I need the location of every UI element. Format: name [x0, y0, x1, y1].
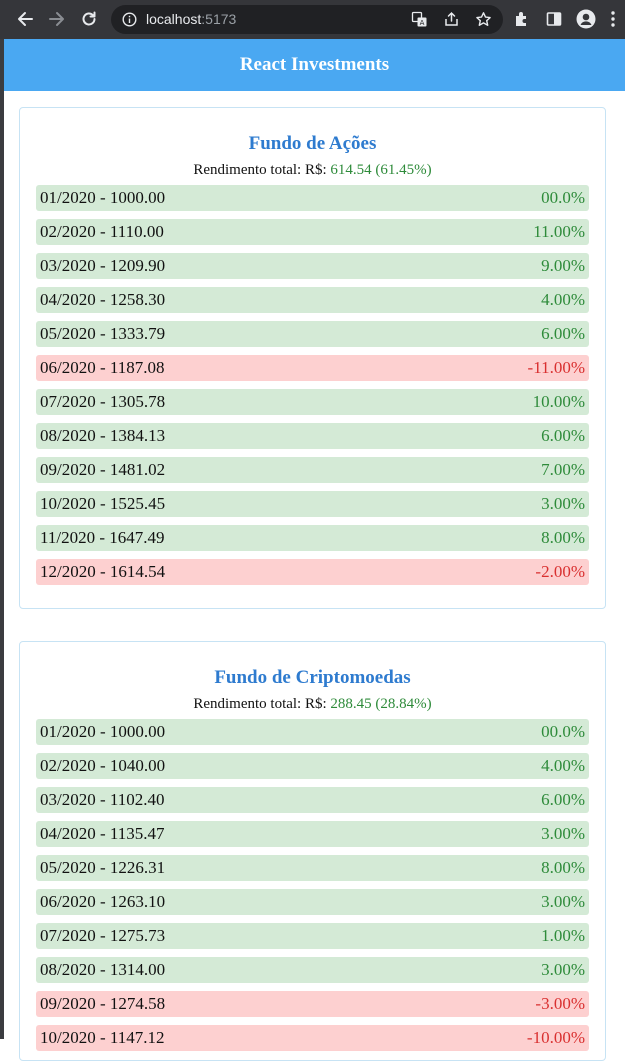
yield-label: Rendimento total: R$: [193, 162, 327, 178]
fund-total-yield: Rendimento total: R$: 288.45 (28.84%) [20, 694, 605, 714]
month-row: 08/2020 - 1314.00 3.00% [36, 957, 589, 983]
month-balance: 02/2020 - 1110.00 [40, 222, 164, 241]
month-percentage: 1.00% [541, 926, 585, 945]
monthly-list: 01/2020 - 1000.00 00.0% 02/2020 - 1040.00 4… [36, 719, 589, 1051]
month-row: 03/2020 - 1102.40 6.00% [36, 787, 589, 813]
month-percentage: 6.00% [541, 324, 585, 343]
month-row: 04/2020 - 1258.30 4.00% [36, 287, 589, 313]
month-balance: 07/2020 - 1305.78 [40, 392, 166, 411]
month-row: 12/2020 - 1614.54 -2.00% [36, 559, 589, 585]
month-balance: 09/2020 - 1481.02 [40, 460, 166, 479]
monthly-list: 01/2020 - 1000.00 00.0% 02/2020 - 1110.00 1… [36, 185, 589, 585]
url-port: :5173 [201, 11, 237, 27]
month-percentage: 3.00% [541, 494, 585, 513]
app-title: React Investments [239, 54, 390, 75]
month-row: 01/2020 - 1000.00 00.0% [36, 185, 589, 211]
month-balance: 08/2020 - 1384.13 [40, 426, 166, 445]
month-percentage: 11.00% [533, 222, 585, 241]
month-row: 02/2020 - 1110.00 11.00% [36, 219, 589, 245]
yield-value: 614.54 (61.45%) [330, 162, 432, 178]
month-row: 06/2020 - 1263.10 3.00% [36, 889, 589, 915]
month-balance: 06/2020 - 1187.08 [40, 358, 165, 377]
month-balance: 10/2020 - 1147.12 [40, 1028, 165, 1047]
month-row: 11/2020 - 1647.49 8.00% [36, 525, 589, 551]
month-percentage: 6.00% [541, 426, 585, 445]
month-percentage: 4.00% [541, 290, 585, 309]
browser-toolbar: localhost:5173 A [0, 0, 625, 39]
month-balance: 11/2020 - 1647.49 [40, 528, 165, 547]
address-bar[interactable]: localhost:5173 A [111, 5, 503, 34]
fund-total-yield: Rendimento total: R$: 614.54 (61.45%) [20, 160, 605, 180]
month-row: 06/2020 - 1187.08 -11.00% [36, 355, 589, 381]
fund-card-acoes: Fundo de Ações Rendimento total: R$: 614… [19, 107, 606, 609]
month-row: 10/2020 - 1525.45 3.00% [36, 491, 589, 517]
month-balance: 01/2020 - 1000.00 [40, 722, 166, 741]
month-balance: 08/2020 - 1314.00 [40, 960, 166, 979]
month-balance: 05/2020 - 1226.31 [40, 858, 166, 877]
profile-avatar-icon[interactable] [574, 7, 598, 31]
month-row: 09/2020 - 1274.58 -3.00% [36, 991, 589, 1017]
month-percentage: -2.00% [535, 562, 585, 581]
month-percentage: 00.0% [541, 722, 585, 741]
url-text: localhost:5173 [146, 11, 236, 27]
month-balance: 09/2020 - 1274.58 [40, 994, 166, 1013]
month-percentage: 3.00% [541, 824, 585, 843]
month-balance: 03/2020 - 1102.40 [40, 790, 165, 809]
month-percentage: 4.00% [541, 756, 585, 775]
page-edge-strip [0, 39, 4, 1039]
kebab-menu-icon[interactable] [606, 7, 620, 31]
month-balance: 05/2020 - 1333.79 [40, 324, 166, 343]
month-percentage: 8.00% [541, 528, 585, 547]
month-percentage: 6.00% [541, 790, 585, 809]
month-row: 04/2020 - 1135.47 3.00% [36, 821, 589, 847]
back-arrow-icon[interactable] [13, 7, 37, 31]
month-balance: 03/2020 - 1209.90 [40, 256, 166, 275]
yield-value: 288.45 (28.84%) [330, 696, 432, 712]
month-percentage: -10.00% [526, 1028, 585, 1047]
share-icon[interactable] [443, 11, 460, 28]
translate-icon[interactable]: A [411, 11, 428, 28]
site-info-icon[interactable] [122, 12, 137, 27]
month-row: 09/2020 - 1481.02 7.00% [36, 457, 589, 483]
app-header: React Investments [4, 39, 625, 91]
fund-title: Fundo de Criptomoedas [214, 667, 411, 688]
month-percentage: 8.00% [541, 858, 585, 877]
month-balance: 01/2020 - 1000.00 [40, 188, 166, 207]
month-row: 03/2020 - 1209.90 9.00% [36, 253, 589, 279]
month-percentage: 7.00% [541, 460, 585, 479]
fund-title: Fundo de Ações [248, 133, 377, 154]
month-balance: 10/2020 - 1525.45 [40, 494, 166, 513]
month-row: 10/2020 - 1147.12 -10.00% [36, 1025, 589, 1051]
month-percentage: -11.00% [527, 358, 585, 377]
month-balance: 04/2020 - 1258.30 [40, 290, 166, 309]
month-row: 02/2020 - 1040.00 4.00% [36, 753, 589, 779]
reload-icon[interactable] [77, 7, 101, 31]
month-row: 05/2020 - 1333.79 6.00% [36, 321, 589, 347]
month-percentage: 00.0% [541, 188, 585, 207]
month-balance: 02/2020 - 1040.00 [40, 756, 166, 775]
month-row: 07/2020 - 1305.78 10.00% [36, 389, 589, 415]
month-row: 08/2020 - 1384.13 6.00% [36, 423, 589, 449]
month-percentage: 3.00% [541, 892, 585, 911]
side-panel-icon[interactable] [542, 7, 566, 31]
month-percentage: 9.00% [541, 256, 585, 275]
fund-card-criptomoedas: Fundo de Criptomoedas Rendimento total: … [19, 641, 606, 1061]
month-balance: 06/2020 - 1263.10 [40, 892, 166, 911]
month-percentage: 10.00% [532, 392, 585, 411]
svg-text:A: A [420, 19, 425, 27]
month-percentage: -3.00% [535, 994, 585, 1013]
month-balance: 12/2020 - 1614.54 [40, 562, 166, 581]
month-row: 05/2020 - 1226.31 8.00% [36, 855, 589, 881]
month-balance: 04/2020 - 1135.47 [40, 824, 165, 843]
extensions-icon[interactable] [510, 7, 534, 31]
url-host: localhost [146, 11, 202, 27]
bookmark-star-icon[interactable] [475, 11, 492, 28]
month-row: 01/2020 - 1000.00 00.0% [36, 719, 589, 745]
month-row: 07/2020 - 1275.73 1.00% [36, 923, 589, 949]
forward-arrow-icon[interactable] [45, 7, 69, 31]
yield-label: Rendimento total: R$: [193, 696, 327, 712]
month-balance: 07/2020 - 1275.73 [40, 926, 166, 945]
month-percentage: 3.00% [541, 960, 585, 979]
